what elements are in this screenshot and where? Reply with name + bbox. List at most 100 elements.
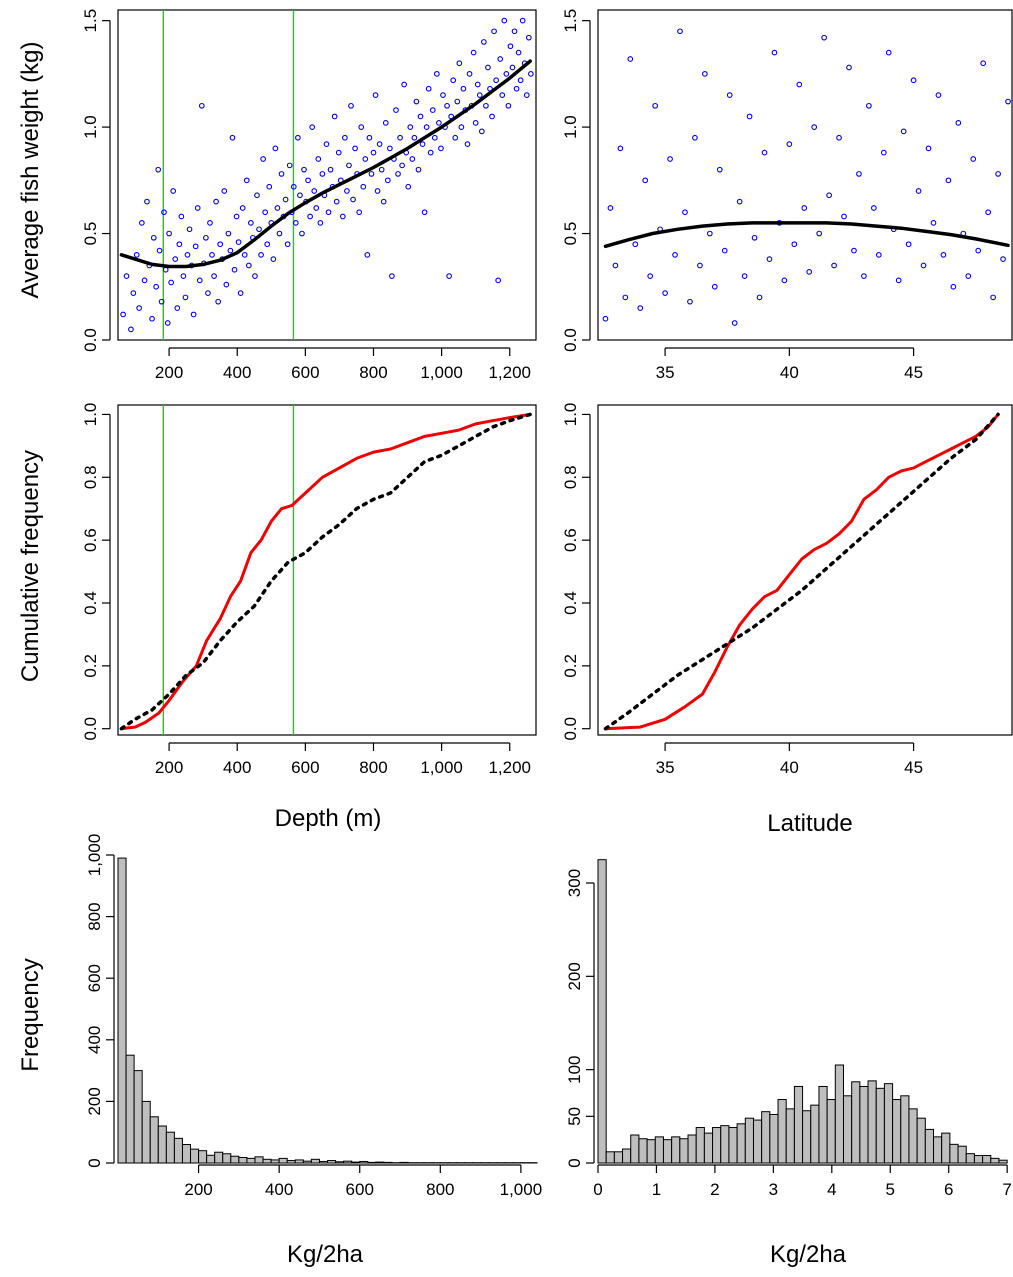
data-point — [617, 145, 624, 152]
x-tick-label: 45 — [904, 758, 923, 777]
data-point — [264, 241, 271, 248]
data-point — [241, 251, 248, 258]
histogram-bar — [246, 1157, 256, 1164]
histogram-bar — [117, 857, 127, 1164]
plot-frame — [117, 9, 537, 341]
y-tick-label: 600 — [85, 964, 104, 992]
data-point — [358, 124, 365, 130]
histogram-bar — [712, 1127, 722, 1164]
data-point — [342, 134, 348, 141]
histogram-bar — [924, 1128, 935, 1164]
data-point — [721, 247, 728, 254]
data-point — [515, 49, 522, 56]
data-point — [476, 92, 483, 99]
y-tick-label: 50 — [565, 1107, 584, 1126]
data-point — [368, 171, 375, 177]
y-tick-label: 0 — [565, 1158, 584, 1167]
histogram-bar — [826, 1099, 836, 1164]
data-point — [519, 17, 526, 24]
histogram-bar — [769, 1113, 779, 1164]
data-point — [975, 247, 982, 254]
data-point — [227, 247, 234, 254]
histogram-bar — [149, 1116, 159, 1164]
data-point — [362, 156, 369, 162]
data-point — [652, 102, 659, 109]
data-point — [970, 156, 977, 162]
plot-frame — [597, 9, 1013, 341]
data-point — [213, 198, 219, 205]
data-point — [875, 251, 882, 258]
histogram-bar — [597, 859, 607, 1164]
data-point — [278, 171, 285, 177]
data-point — [319, 171, 326, 177]
y-tick-label: 0.0 — [81, 328, 100, 352]
histogram-bar — [359, 1160, 369, 1164]
data-point — [503, 71, 510, 77]
data-point — [384, 177, 391, 184]
histogram-bar — [399, 1161, 409, 1164]
histogram-bar — [335, 1161, 345, 1164]
histogram-bar — [761, 1111, 771, 1164]
histogram-bar — [965, 1153, 975, 1164]
histogram-bar — [206, 1154, 216, 1164]
histogram-bar — [941, 1132, 951, 1164]
data-point — [364, 251, 371, 258]
data-point — [207, 220, 213, 226]
histogram-bar — [982, 1155, 992, 1164]
histogram-bar — [190, 1148, 200, 1164]
data-point — [702, 71, 708, 77]
data-point — [612, 262, 619, 269]
y-tick-label: 300 — [565, 869, 584, 897]
histogram-bar — [302, 1160, 312, 1164]
data-point — [841, 213, 847, 220]
histogram-bar — [318, 1160, 329, 1164]
data-point — [483, 102, 489, 109]
data-point — [229, 134, 236, 141]
data-point — [233, 213, 240, 220]
data-point — [397, 134, 403, 141]
data-point — [184, 251, 191, 258]
data-point — [307, 213, 313, 220]
x-tick-label: 600 — [291, 363, 319, 382]
histogram-bar — [703, 1132, 714, 1164]
histogram-bar — [157, 1125, 167, 1164]
data-point — [223, 281, 230, 288]
xlabel-latitude: Latitude — [767, 810, 852, 837]
data-point — [231, 266, 238, 273]
panel-catch-histogram: 200 400 600 800 1,000 0 200 400 600 800 1,000 — [85, 834, 542, 1199]
data-point — [751, 234, 758, 241]
data-point — [509, 64, 516, 71]
data-point — [211, 273, 217, 279]
data-point — [925, 145, 932, 152]
data-point — [419, 141, 426, 147]
data-point — [415, 166, 422, 173]
data-point — [507, 43, 514, 50]
histogram-bar — [351, 1161, 361, 1164]
data-point — [672, 251, 678, 258]
x-tick-label: 1,200 — [488, 363, 531, 382]
data-point — [149, 315, 155, 322]
data-point — [274, 205, 281, 211]
data-point — [766, 256, 773, 262]
data-point — [407, 124, 414, 130]
histogram-bar — [777, 1099, 787, 1164]
y-tick-label: 0.5 — [81, 222, 100, 246]
data-point — [861, 273, 867, 279]
histogram-bar — [375, 1161, 385, 1164]
data-point — [945, 177, 952, 184]
histogram-bar — [343, 1160, 353, 1164]
data-point — [436, 119, 442, 126]
data-point — [252, 273, 258, 279]
x-tick-label: 800 — [359, 363, 387, 382]
data-point — [164, 320, 171, 326]
histogram-bar — [646, 1139, 656, 1164]
data-point — [346, 162, 352, 169]
data-point — [726, 92, 733, 99]
y-tick-label: 1.5 — [561, 9, 580, 33]
data-point — [331, 113, 338, 120]
data-point — [266, 183, 273, 190]
data-point — [380, 198, 387, 205]
y-tick-label: 0.6 — [81, 528, 100, 552]
data-point — [413, 98, 420, 105]
